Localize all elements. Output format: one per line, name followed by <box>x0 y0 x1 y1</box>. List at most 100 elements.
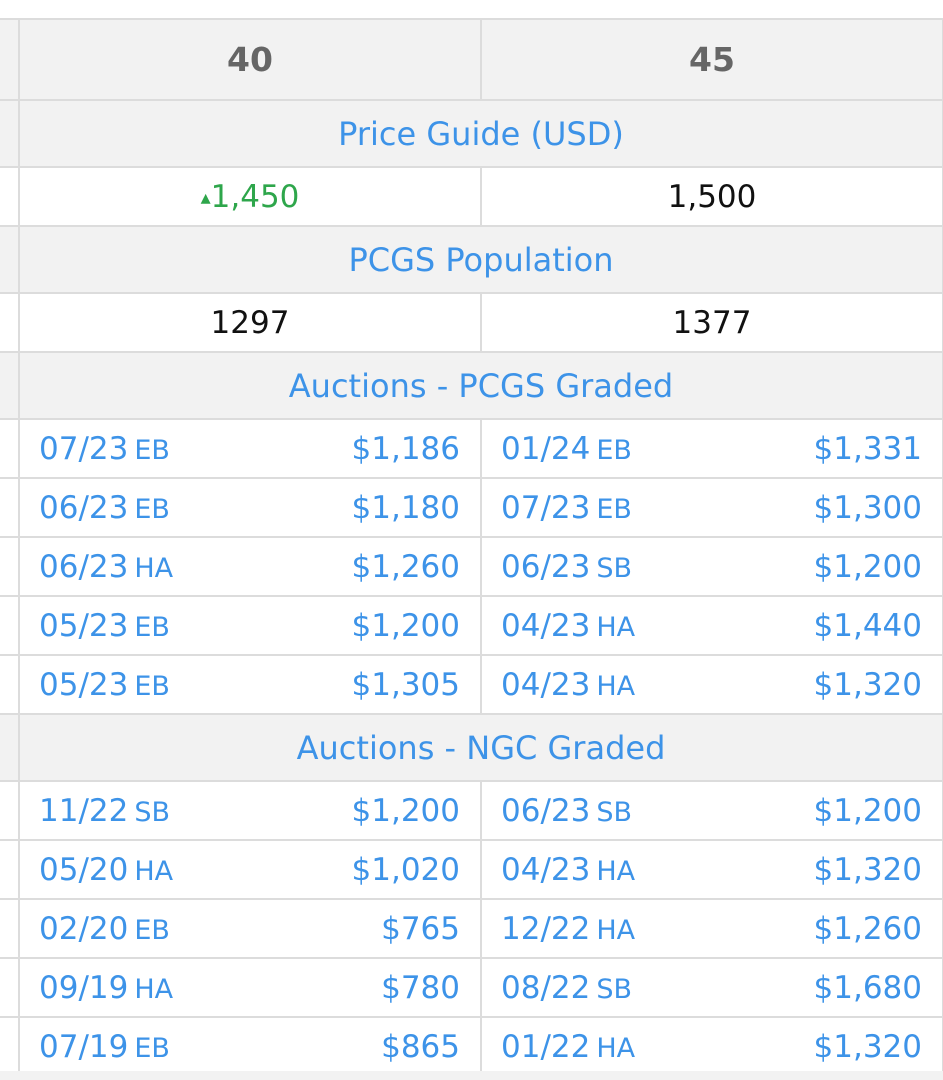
auction-row: 11/22 SB $1,200 06/23 SB $1,200 <box>0 780 943 841</box>
price-guide-title[interactable]: Price Guide (USD) <box>18 99 943 168</box>
auction-cell[interactable]: 02/20 EB $765 <box>18 898 482 959</box>
auction-sale-info: 04/23 HA <box>501 852 635 888</box>
auction-date: 11/22 <box>39 792 129 829</box>
row-stub <box>0 1016 20 1077</box>
auction-sale-info: 01/24 EB <box>501 431 632 467</box>
auction-row: 06/23 HA $1,260 06/23 SB $1,200 <box>0 536 943 597</box>
row-stub <box>0 654 20 715</box>
auction-price: $1,320 <box>813 1028 922 1065</box>
auction-cell-content: 09/19 HA $780 <box>39 970 460 1006</box>
grade-header-row: 40 45 <box>0 18 943 101</box>
auction-house: HA <box>134 855 174 887</box>
auction-cell-content: 04/23 HA $1,320 <box>501 667 922 703</box>
auction-sale-info: 12/22 HA <box>501 911 635 947</box>
auction-cell[interactable]: 06/23 SB $1,200 <box>480 780 943 841</box>
auction-house: EB <box>134 611 170 643</box>
auction-cell[interactable]: 01/24 EB $1,331 <box>480 418 943 479</box>
auction-cell-content: 04/23 HA $1,440 <box>501 608 922 644</box>
auction-price: $1,200 <box>813 792 922 829</box>
auction-cell-content: 06/23 SB $1,200 <box>501 793 922 829</box>
auction-cell[interactable]: 07/23 EB $1,186 <box>18 418 482 479</box>
grade-header-45[interactable]: 45 <box>480 18 943 101</box>
auction-sale-info: 04/23 HA <box>501 667 635 703</box>
auction-sale-info: 08/22 SB <box>501 970 632 1006</box>
auction-date: 01/24 <box>501 430 591 467</box>
auction-date: 04/23 <box>501 666 591 703</box>
auction-date: 07/19 <box>39 1028 129 1065</box>
auction-date: 05/20 <box>39 851 129 888</box>
auction-price: $1,680 <box>813 969 922 1006</box>
auction-cell[interactable]: 09/19 HA $780 <box>18 957 482 1018</box>
auction-cell-content: 06/23 SB $1,200 <box>501 549 922 585</box>
price-guide-table: 40 45 Price Guide (USD) ▴1,450 1,500 PCG… <box>0 18 943 1077</box>
section-stub <box>0 225 20 294</box>
row-stub <box>0 418 20 479</box>
auction-cell[interactable]: 04/23 HA $1,440 <box>480 595 943 656</box>
auction-house: SB <box>134 796 171 828</box>
auction-price: $1,300 <box>813 489 922 526</box>
auction-sale-info: 11/22 SB <box>39 793 170 829</box>
auction-cell[interactable]: 04/23 HA $1,320 <box>480 654 943 715</box>
auction-date: 06/23 <box>39 548 129 585</box>
auction-date: 06/23 <box>501 792 591 829</box>
population-value-45[interactable]: 1377 <box>480 292 943 353</box>
auction-cell[interactable]: 04/23 HA $1,320 <box>480 839 943 900</box>
auction-house: EB <box>134 493 170 525</box>
auction-house: SB <box>596 796 633 828</box>
population-value-40[interactable]: 1297 <box>18 292 482 353</box>
pcgs-auctions-title[interactable]: Auctions - PCGS Graded <box>18 351 943 420</box>
trend-up-icon: ▴ <box>200 184 211 209</box>
grade-header-40[interactable]: 40 <box>18 18 482 101</box>
auction-row: 05/23 EB $1,305 04/23 HA $1,320 <box>0 654 943 715</box>
price-guide-values-row: ▴1,450 1,500 <box>0 166 943 227</box>
auction-cell[interactable]: 05/20 HA $1,020 <box>18 839 482 900</box>
auction-cell-content: 06/23 EB $1,180 <box>39 490 460 526</box>
auction-cell-content: 11/22 SB $1,200 <box>39 793 460 829</box>
grade-header-stub <box>0 18 20 101</box>
price-guide-section-row: Price Guide (USD) <box>0 99 943 168</box>
auction-house: EB <box>134 1032 170 1064</box>
auction-date: 01/22 <box>501 1028 591 1065</box>
auction-price: $1,320 <box>813 666 922 703</box>
auction-house: SB <box>596 552 633 584</box>
section-stub <box>0 351 20 420</box>
auction-date: 04/23 <box>501 607 591 644</box>
auction-cell-content: 08/22 SB $1,680 <box>501 970 922 1006</box>
auction-cell[interactable]: 07/23 EB $1,300 <box>480 477 943 538</box>
auction-sale-info: 01/22 HA <box>501 1029 635 1065</box>
auction-house: EB <box>596 434 632 466</box>
auction-cell[interactable]: 06/23 EB $1,180 <box>18 477 482 538</box>
auction-cell[interactable]: 05/23 EB $1,200 <box>18 595 482 656</box>
price-guide-value-45[interactable]: 1,500 <box>480 166 943 227</box>
auction-price: $1,260 <box>351 548 460 585</box>
auction-cell[interactable]: 07/19 EB $865 <box>18 1016 482 1077</box>
row-stub <box>0 780 20 841</box>
auction-cell[interactable]: 08/22 SB $1,680 <box>480 957 943 1018</box>
population-values-row: 1297 1377 <box>0 292 943 353</box>
auction-cell[interactable]: 12/22 HA $1,260 <box>480 898 943 959</box>
auction-cell[interactable]: 05/23 EB $1,305 <box>18 654 482 715</box>
price-guide-value-40[interactable]: ▴1,450 <box>18 166 482 227</box>
auction-price: $865 <box>381 1028 460 1065</box>
auction-price: $1,180 <box>351 489 460 526</box>
auction-cell[interactable]: 06/23 SB $1,200 <box>480 536 943 597</box>
auction-price: $1,320 <box>813 851 922 888</box>
auction-house: HA <box>596 670 636 702</box>
auction-price: $1,260 <box>813 910 922 947</box>
auction-cell[interactable]: 11/22 SB $1,200 <box>18 780 482 841</box>
auction-date: 04/23 <box>501 851 591 888</box>
ngc-auctions-section-row: Auctions - NGC Graded <box>0 713 943 782</box>
auction-price: $1,331 <box>813 430 922 467</box>
auction-date: 06/23 <box>501 548 591 585</box>
auction-cell[interactable]: 01/22 HA $1,320 <box>480 1016 943 1077</box>
auction-row: 02/20 EB $765 12/22 HA $1,260 <box>0 898 943 959</box>
auction-sale-info: 06/23 EB <box>39 490 170 526</box>
auction-cell[interactable]: 06/23 HA $1,260 <box>18 536 482 597</box>
auction-house: HA <box>596 611 636 643</box>
ngc-auctions-title[interactable]: Auctions - NGC Graded <box>18 713 943 782</box>
auction-cell-content: 02/20 EB $765 <box>39 911 460 947</box>
population-section-row: PCGS Population <box>0 225 943 294</box>
auction-date: 05/23 <box>39 607 129 644</box>
auction-cell-content: 07/19 EB $865 <box>39 1029 460 1065</box>
population-title[interactable]: PCGS Population <box>18 225 943 294</box>
